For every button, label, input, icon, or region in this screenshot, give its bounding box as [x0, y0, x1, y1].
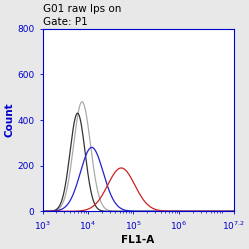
Y-axis label: Count: Count — [4, 103, 14, 137]
Text: G01 raw lps on
Gate: P1: G01 raw lps on Gate: P1 — [43, 4, 121, 27]
X-axis label: FL1-A: FL1-A — [122, 235, 155, 245]
